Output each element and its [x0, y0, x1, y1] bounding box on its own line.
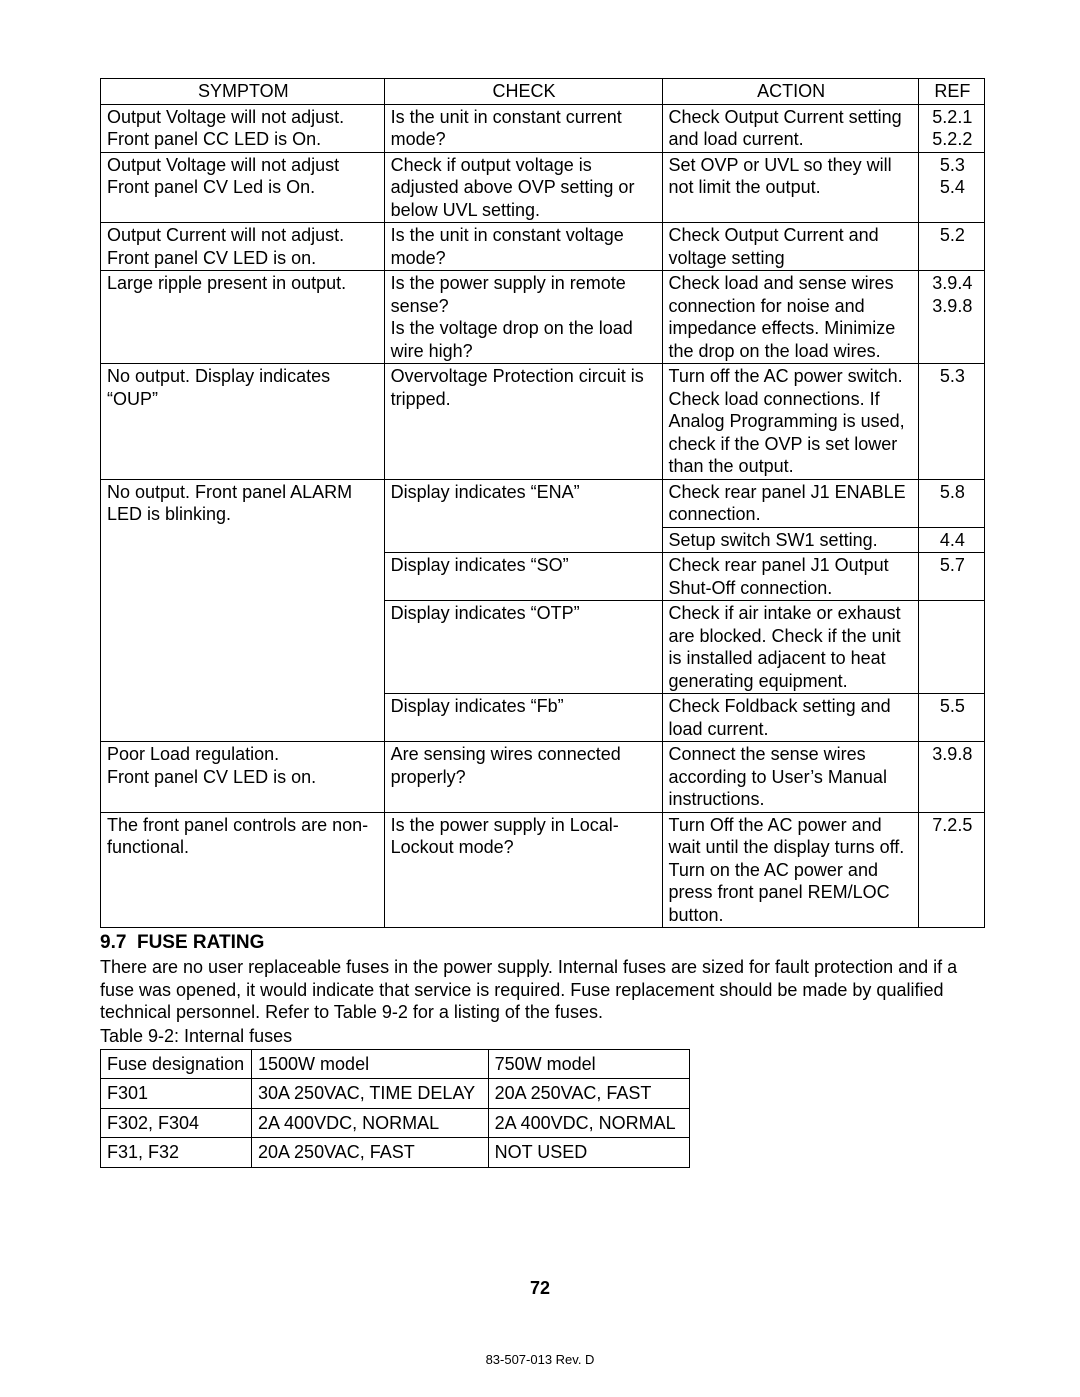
cell-check: Display indicates “SO”: [384, 553, 662, 601]
cell-check: Are sensing wires connected properly?: [384, 742, 662, 813]
fuses-table: Fuse designation 1500W model 750W model …: [100, 1049, 690, 1168]
table-row: No output. Display indicates “OUP” Overv…: [101, 364, 985, 480]
cell-check: Is the unit in constant voltage mode?: [384, 223, 662, 271]
cell-ref: 5.2: [918, 223, 984, 271]
cell-fuse: F301: [101, 1079, 252, 1109]
cell-fuse: F302, F304: [101, 1108, 252, 1138]
cell-check: Display indicates “OTP”: [384, 601, 662, 694]
cell-ref: 5.7: [918, 553, 984, 601]
fuses-table-caption: Table 9-2: Internal fuses: [100, 1026, 985, 1047]
header-ref: REF: [918, 79, 984, 105]
cell-1500w: 2A 400VDC, NORMAL: [252, 1108, 489, 1138]
cell-action: Check load and sense wires connection fo…: [662, 271, 918, 364]
cell-symptom: The front panel controls are non-functio…: [101, 812, 385, 928]
cell-action: Check rear panel J1 ENABLE connection.: [662, 479, 918, 527]
header-check: CHECK: [384, 79, 662, 105]
page-number: 72: [0, 1278, 1080, 1299]
cell-ref: 5.2.1 5.2.2: [918, 104, 984, 152]
table-row: The front panel controls are non-functio…: [101, 812, 985, 928]
cell-symptom: No output. Display indicates “OUP”: [101, 364, 385, 480]
cell-action: Setup switch SW1 setting.: [662, 527, 918, 553]
table-header-row: SYMPTOM CHECK ACTION REF: [101, 79, 985, 105]
header-1500w: 1500W model: [252, 1049, 489, 1079]
cell-action: Check if air intake or exhaust are block…: [662, 601, 918, 694]
footer-revision: 83-507-013 Rev. D: [0, 1352, 1080, 1367]
cell-action: Turn off the AC power switch. Check load…: [662, 364, 918, 480]
cell-ref: 5.3 5.4: [918, 152, 984, 223]
header-symptom: SYMPTOM: [101, 79, 385, 105]
cell-symptom: Output Current will not adjust. Front pa…: [101, 223, 385, 271]
cell-ref: 5.8: [918, 479, 984, 527]
cell-action: Connect the sense wires according to Use…: [662, 742, 918, 813]
table-row: Large ripple present in output. Is the p…: [101, 271, 985, 364]
cell-750w: 2A 400VDC, NORMAL: [488, 1108, 689, 1138]
cell-check: Display indicates “Fb”: [384, 694, 662, 742]
table-row: No output. Front panel ALARM LED is blin…: [101, 479, 985, 527]
cell-check: Is the power supply in remote sense? Is …: [384, 271, 662, 364]
cell-symptom: Large ripple present in output.: [101, 271, 385, 364]
table-row: Output Voltage will not adjust Front pan…: [101, 152, 985, 223]
cell-check: Is the unit in constant current mode?: [384, 104, 662, 152]
table-row: F31, F32 20A 250VAC, FAST NOT USED: [101, 1138, 690, 1168]
cell-action: Set OVP or UVL so they will not limit th…: [662, 152, 918, 223]
table-row: F301 30A 250VAC, TIME DELAY 20A 250VAC, …: [101, 1079, 690, 1109]
section-body: There are no user replaceable fuses in t…: [100, 956, 985, 1024]
table-row: Poor Load regulation. Front panel CV LED…: [101, 742, 985, 813]
cell-750w: 20A 250VAC, FAST: [488, 1079, 689, 1109]
cell-ref: 5.5: [918, 694, 984, 742]
table-row: Output Current will not adjust. Front pa…: [101, 223, 985, 271]
cell-action: Check Foldback setting and load current.: [662, 694, 918, 742]
troubleshooting-table: SYMPTOM CHECK ACTION REF Output Voltage …: [100, 78, 985, 928]
cell-symptom: No output. Front panel ALARM LED is blin…: [101, 479, 385, 742]
table-header-row: Fuse designation 1500W model 750W model: [101, 1049, 690, 1079]
cell-action: Check Output Current and voltage setting: [662, 223, 918, 271]
cell-action: Check rear panel J1 Output Shut-Off conn…: [662, 553, 918, 601]
header-action: ACTION: [662, 79, 918, 105]
header-fuse-designation: Fuse designation: [101, 1049, 252, 1079]
cell-action: Check Output Current setting and load cu…: [662, 104, 918, 152]
cell-check: Check if output voltage is adjusted abov…: [384, 152, 662, 223]
header-750w: 750W model: [488, 1049, 689, 1079]
cell-750w: NOT USED: [488, 1138, 689, 1168]
table-row: F302, F304 2A 400VDC, NORMAL 2A 400VDC, …: [101, 1108, 690, 1138]
cell-check: Is the power supply in Local-Lockout mod…: [384, 812, 662, 928]
cell-1500w: 20A 250VAC, FAST: [252, 1138, 489, 1168]
cell-ref: 3.9.8: [918, 742, 984, 813]
cell-1500w: 30A 250VAC, TIME DELAY: [252, 1079, 489, 1109]
cell-fuse: F31, F32: [101, 1138, 252, 1168]
section-title: FUSE RATING: [137, 932, 264, 953]
cell-ref: 5.3: [918, 364, 984, 480]
section-number: 9.7: [100, 932, 126, 953]
cell-symptom: Output Voltage will not adjust. Front pa…: [101, 104, 385, 152]
cell-ref: 7.2.5: [918, 812, 984, 928]
cell-check: Display indicates “ENA”: [384, 479, 662, 553]
cell-symptom: Poor Load regulation. Front panel CV LED…: [101, 742, 385, 813]
table-row: Output Voltage will not adjust. Front pa…: [101, 104, 985, 152]
cell-symptom: Output Voltage will not adjust Front pan…: [101, 152, 385, 223]
cell-action: Turn Off the AC power and wait until the…: [662, 812, 918, 928]
cell-check: Overvoltage Protection circuit is trippe…: [384, 364, 662, 480]
section-heading: 9.7 FUSE RATING: [100, 932, 985, 954]
cell-ref: 4.4: [918, 527, 984, 553]
cell-ref: 3.9.4 3.9.8: [918, 271, 984, 364]
cell-ref: [918, 601, 984, 694]
